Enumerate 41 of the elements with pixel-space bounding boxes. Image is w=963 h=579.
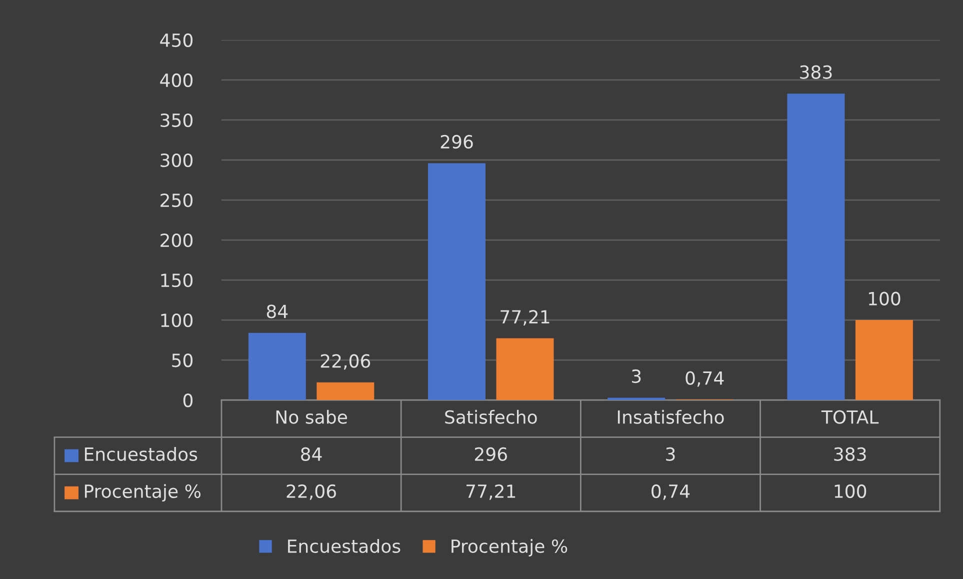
x-tick-label: Insatisfecho [618, 410, 724, 424]
text: 383 [800, 65, 832, 79]
text: 22,06 [320, 354, 370, 370]
bar [428, 163, 486, 400]
x-tick-label: Satisfecho [445, 410, 537, 424]
y-tick-label: 150 [161, 274, 193, 288]
y-tick-label: 250 [160, 193, 193, 208]
y-tick-label: 300 [160, 153, 193, 168]
text: 84 [266, 304, 288, 318]
text: 77,21 [500, 310, 550, 326]
legend-label: Encuestados [84, 446, 198, 461]
data-label: 77,21 [466, 484, 516, 500]
text: 0,74 [686, 371, 724, 387]
y-tick-label: 100 [161, 314, 193, 328]
text: 3 [632, 369, 641, 384]
bar [248, 332, 306, 400]
text: Procentaje % [84, 484, 200, 502]
y-tick-label: 450 [160, 33, 193, 48]
data-label: 3 [666, 447, 675, 461]
data-label: 0,74 [652, 484, 690, 500]
legend-label: Procentaje % [452, 539, 568, 556]
y-tick-label: 200 [160, 233, 193, 248]
x-tick-label: No sabe [276, 410, 347, 424]
bar [316, 382, 374, 400]
data-label: 84 [301, 447, 322, 461]
data-label: 22,06 [286, 484, 336, 500]
data-label: 296 [474, 447, 507, 461]
data-label: 383 [834, 447, 866, 461]
bar [855, 320, 913, 400]
bar [496, 338, 554, 400]
x-tick-label: TOTAL [821, 410, 879, 424]
text: 100 [868, 292, 900, 306]
text: 296 [440, 134, 473, 149]
bar [608, 398, 666, 400]
data-label: 100 [834, 484, 866, 498]
bar [787, 94, 845, 400]
y-tick-label: 400 [160, 73, 193, 88]
y-tick-label: 350 [160, 113, 193, 128]
text: Encuestados [288, 539, 400, 553]
y-tick-label: 0 [183, 394, 193, 408]
y-tick-label: 50 [172, 354, 193, 368]
